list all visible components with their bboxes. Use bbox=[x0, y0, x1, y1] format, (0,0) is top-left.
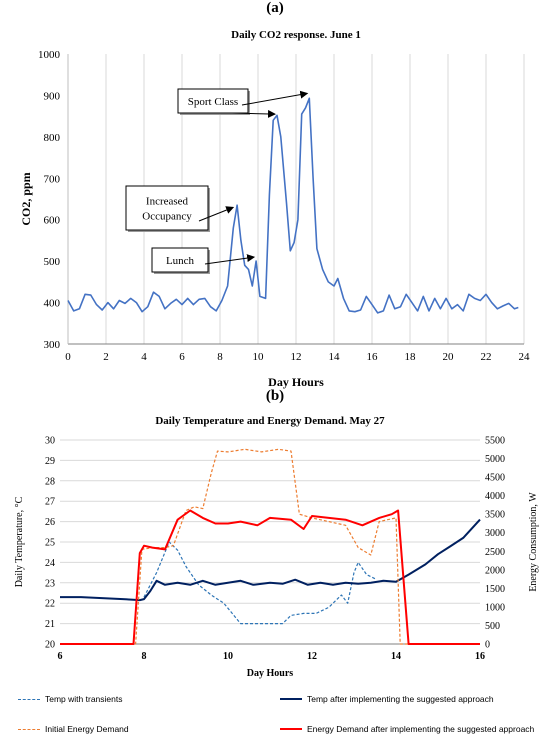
x-axis-label: Day Hours bbox=[247, 668, 294, 679]
y-left-axis-label: Daily Temperature, °C bbox=[14, 496, 25, 587]
x-tick-label: 20 bbox=[443, 351, 455, 363]
y-right-tick-label: 500 bbox=[485, 621, 500, 632]
annotation-arrow bbox=[241, 90, 309, 106]
y-right-tick-label: 2000 bbox=[485, 565, 505, 576]
y-right-tick-label: 5500 bbox=[485, 436, 505, 447]
y-left-tick-label: 24 bbox=[45, 558, 55, 569]
x-tick-label: 16 bbox=[475, 651, 485, 662]
legend-label: Energy Demand after implementing the sug… bbox=[307, 724, 535, 734]
annotation-arrow bbox=[231, 109, 276, 118]
y-tick-label: 700 bbox=[44, 173, 61, 185]
x-tick-label: 12 bbox=[307, 651, 317, 662]
annotation-text: Lunch bbox=[166, 255, 195, 267]
y-right-tick-label: 4500 bbox=[485, 473, 505, 484]
y-right-tick-label: 4000 bbox=[485, 491, 505, 502]
annotation-arrow bbox=[204, 254, 256, 265]
x-tick-label: 14 bbox=[329, 351, 341, 363]
legend-item-initial-energy: Initial Energy Demand bbox=[18, 724, 129, 734]
x-tick-label: 24 bbox=[519, 351, 531, 363]
y-tick-label: 500 bbox=[44, 256, 61, 268]
y-tick-label: 1000 bbox=[38, 49, 61, 61]
legend-item-energy-suggested: Energy Demand after implementing the sug… bbox=[280, 724, 534, 734]
x-tick-label: 4 bbox=[141, 351, 147, 363]
y-right-tick-label: 2500 bbox=[485, 547, 505, 558]
x-tick-label: 18 bbox=[405, 351, 417, 363]
x-tick-label: 0 bbox=[65, 351, 71, 363]
y-left-tick-label: 30 bbox=[45, 436, 55, 447]
y-tick-label: 300 bbox=[44, 339, 61, 351]
y-left-tick-label: 22 bbox=[45, 599, 55, 610]
y-right-tick-label: 0 bbox=[485, 640, 490, 651]
energy-suggested-line bbox=[60, 509, 480, 645]
y-left-tick-label: 25 bbox=[45, 538, 55, 549]
y-left-tick-label: 28 bbox=[45, 476, 55, 487]
y-left-tick-label: 20 bbox=[45, 640, 55, 651]
x-tick-label: 8 bbox=[142, 651, 147, 662]
y-axis-label: CO2, ppm bbox=[19, 172, 33, 225]
x-tick-label: 16 bbox=[367, 351, 379, 363]
annotation-arrow bbox=[198, 206, 235, 222]
annotation-text: Increased bbox=[146, 196, 189, 208]
y-tick-label: 800 bbox=[44, 132, 61, 144]
y-right-axis-label: Energy Consumption, W bbox=[528, 492, 539, 592]
x-tick-label: 6 bbox=[58, 651, 63, 662]
x-tick-label: 12 bbox=[291, 351, 302, 363]
chart-title: Daily CO2 response. June 1 bbox=[231, 29, 361, 41]
y-tick-label: 900 bbox=[44, 90, 61, 102]
legend-item-temp-suggested: Temp after implementing the suggested ap… bbox=[280, 694, 494, 704]
annotation-text: Sport Class bbox=[188, 96, 238, 108]
x-tick-label: 22 bbox=[481, 351, 492, 363]
x-tick-label: 10 bbox=[223, 651, 233, 662]
chart-title: Daily Temperature and Energy Demand. May… bbox=[155, 415, 385, 427]
legend-item-temp-transients: Temp with transients bbox=[18, 694, 122, 704]
annotation-box bbox=[151, 247, 209, 273]
annotation-text: Occupancy bbox=[142, 211, 192, 223]
legend: Temp with transients Temp after implemen… bbox=[0, 680, 550, 750]
y-right-tick-label: 1500 bbox=[485, 584, 505, 595]
temp-suggested-line bbox=[60, 518, 481, 602]
legend-label: Initial Energy Demand bbox=[45, 724, 129, 734]
co2-chart: Daily CO2 response. June 10 2 4 6 8 10 12 14 16 1… bbox=[19, 29, 531, 389]
temperature-energy-chart: Daily Temperature and Energy Demand. May… bbox=[14, 415, 539, 679]
legend-swatch bbox=[18, 698, 40, 700]
initial-energy-line bbox=[60, 448, 480, 645]
y-right-tick-label: 5000 bbox=[485, 454, 505, 465]
y-left-tick-label: 29 bbox=[45, 456, 55, 467]
x-tick-label: 14 bbox=[391, 651, 401, 662]
legend-label: Temp with transients bbox=[45, 694, 123, 704]
y-right-tick-label: 3500 bbox=[485, 510, 505, 521]
temp-transients-line bbox=[143, 541, 376, 625]
legend-label: Temp after implementing the suggested ap… bbox=[307, 694, 494, 704]
y-left-tick-label: 21 bbox=[45, 619, 55, 630]
y-tick-label: 600 bbox=[44, 215, 61, 227]
legend-swatch bbox=[280, 728, 302, 730]
panel-label-b: (b) bbox=[265, 388, 285, 404]
legend-swatch bbox=[18, 728, 40, 730]
co2-series-line bbox=[67, 97, 519, 314]
x-tick-label: 10 bbox=[253, 351, 265, 363]
y-left-tick-label: 23 bbox=[45, 578, 55, 589]
annotation-box bbox=[125, 185, 209, 231]
y-tick-label: 400 bbox=[44, 298, 61, 310]
annotation-box bbox=[177, 88, 249, 114]
panel-label-a: (a) bbox=[266, 0, 284, 16]
y-right-tick-label: 1000 bbox=[485, 602, 505, 613]
legend-swatch bbox=[280, 698, 302, 700]
x-axis-label: Day Hours bbox=[268, 375, 324, 389]
y-left-tick-label: 26 bbox=[45, 517, 55, 528]
y-left-tick-label: 27 bbox=[45, 497, 55, 508]
x-tick-label: 2 bbox=[103, 351, 109, 363]
x-tick-label: 6 bbox=[179, 351, 185, 363]
y-right-tick-label: 3000 bbox=[485, 528, 505, 539]
x-tick-label: 8 bbox=[217, 351, 223, 363]
